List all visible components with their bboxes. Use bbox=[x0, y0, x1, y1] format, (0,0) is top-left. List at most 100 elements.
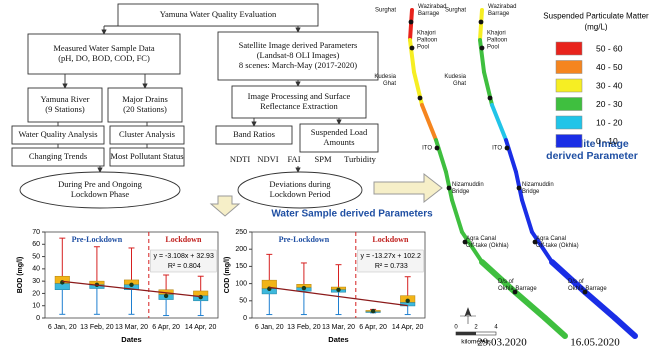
river-segment bbox=[522, 200, 532, 232]
river-segment bbox=[515, 292, 545, 318]
legend-label: 10 - 20 bbox=[596, 117, 623, 127]
station-label: Okhla Barrage bbox=[498, 286, 537, 292]
river-segment bbox=[480, 40, 484, 72]
flow-text: NDVI bbox=[257, 154, 278, 164]
trend-r2: R² = 0.804 bbox=[168, 263, 201, 270]
x-tick-label: 13 Mar, 20 bbox=[115, 324, 148, 331]
x-tick-label: 14 Apr, 20 bbox=[185, 324, 217, 331]
station-label: Kudesia bbox=[374, 74, 396, 80]
x-axis-label: Dates bbox=[121, 335, 141, 344]
legend-swatch bbox=[556, 116, 582, 129]
mean-point bbox=[371, 309, 375, 313]
flowchart: Yamuna Water Quality EvaluationMeasured … bbox=[12, 4, 378, 208]
river-segment bbox=[585, 292, 615, 318]
station-label: Off-take (Okhla) bbox=[536, 243, 579, 249]
station-label: Surghat bbox=[445, 8, 466, 14]
x-tick-label: 13 Mar, 20 bbox=[322, 324, 355, 331]
flow-text: Water Quality Analysis bbox=[18, 129, 97, 139]
phase-label: Pre-Lockdown bbox=[279, 235, 330, 244]
station-label: Okhla Barrage bbox=[568, 286, 607, 292]
station-marker bbox=[418, 96, 423, 101]
flow-text: (pH, DO, BOD, COD, FC) bbox=[58, 53, 150, 63]
river-segment bbox=[545, 318, 565, 336]
station-marker bbox=[410, 46, 415, 51]
x-tick-label: 14 Apr, 20 bbox=[392, 324, 424, 331]
river-segment bbox=[615, 318, 635, 336]
flow-text: FAI bbox=[287, 154, 300, 164]
figure: Yamuna Water Quality EvaluationMeasured … bbox=[0, 0, 654, 350]
trend-equation: y = -13.27x + 102.2 bbox=[361, 253, 421, 260]
station-label: Paltoon bbox=[417, 38, 437, 44]
flow-text: Satellite Image derived Parameters bbox=[239, 40, 358, 50]
y-tick-label: 250 bbox=[235, 229, 247, 236]
legend-swatch bbox=[556, 61, 582, 74]
flow-text: (9 Stations) bbox=[45, 104, 85, 114]
station-label: Paltoon bbox=[487, 38, 507, 44]
flow-text: Reflectance Extraction bbox=[260, 101, 338, 111]
legend-label: 0 - 10 bbox=[596, 136, 618, 146]
north-arrow bbox=[460, 308, 476, 324]
legend-label: 40 - 50 bbox=[596, 62, 623, 72]
mean-point bbox=[336, 288, 340, 292]
y-axis-label: BOD (mg/l) bbox=[17, 257, 24, 294]
station-label: Pool bbox=[417, 45, 429, 51]
y-tick-label: 0 bbox=[36, 315, 40, 322]
station-label: Ghat bbox=[383, 81, 396, 87]
flow-text: Lockdown Period bbox=[270, 189, 331, 199]
legend-title: (mg/L) bbox=[584, 23, 607, 32]
trend-r2: R² = 0.733 bbox=[375, 263, 408, 270]
station-marker bbox=[447, 186, 452, 191]
phase-label: Lockdown bbox=[372, 235, 409, 244]
station-label: Ghat bbox=[453, 81, 466, 87]
station-label: Pool bbox=[487, 45, 499, 51]
legend-label: 20 - 30 bbox=[596, 99, 623, 109]
legend-swatch bbox=[556, 79, 582, 92]
mean-point bbox=[302, 286, 306, 290]
y-tick-label: 20 bbox=[32, 290, 40, 297]
station-label: Barrage bbox=[488, 11, 510, 17]
map-title: derived Parameter bbox=[546, 150, 638, 162]
station-label: Nizamuddin bbox=[522, 182, 554, 188]
y-tick-label: 50 bbox=[239, 298, 247, 305]
station-marker bbox=[488, 96, 493, 101]
y-tick-label: 60 bbox=[32, 241, 40, 248]
mean-point bbox=[129, 283, 133, 287]
map-date: 16.05.2020 bbox=[570, 337, 620, 349]
flow-text: During Pre and Ongoing bbox=[58, 179, 143, 189]
station-label: D/s of bbox=[568, 279, 584, 285]
trend-equation: y = -3.108x + 32.93 bbox=[154, 253, 214, 260]
river-segment bbox=[506, 140, 516, 172]
flow-text: Most Pollutant Status bbox=[110, 151, 183, 161]
station-label: D/s of bbox=[498, 279, 514, 285]
scale-bar-fill bbox=[456, 332, 476, 335]
river-segment bbox=[410, 10, 412, 40]
river-segment bbox=[410, 40, 414, 72]
station-label: Khajori bbox=[487, 31, 506, 37]
station-marker bbox=[517, 186, 522, 191]
flow-text: Image Processing and Surface bbox=[248, 91, 351, 101]
y-tick-label: 100 bbox=[235, 280, 247, 287]
river-segment bbox=[480, 10, 482, 40]
flow-text: (20 Stations) bbox=[123, 104, 167, 114]
flow-text: Yamuna Water Quality Evaluation bbox=[160, 9, 277, 19]
station-marker bbox=[409, 20, 414, 25]
phase-label: Pre-Lockdown bbox=[72, 235, 123, 244]
y-tick-label: 10 bbox=[32, 303, 40, 310]
legend-title: Suspended Particulate Matter bbox=[543, 12, 649, 21]
station-label: Agra Canal bbox=[536, 236, 566, 242]
scale-unit: kilometers bbox=[461, 339, 491, 346]
station-marker bbox=[479, 20, 484, 25]
x-tick-label: 6 Apr, 20 bbox=[359, 324, 387, 331]
y-tick-label: 200 bbox=[235, 246, 247, 253]
station-label: Surghat bbox=[375, 8, 396, 14]
phase-label: Lockdown bbox=[165, 235, 202, 244]
section-label: Water Sample derived Parameters bbox=[271, 209, 433, 220]
legend-label: 50 - 60 bbox=[596, 43, 623, 53]
flow-text: Deviations during bbox=[269, 179, 331, 189]
legend-swatch bbox=[556, 135, 582, 148]
y-tick-label: 70 bbox=[32, 229, 40, 236]
flow-text: Changing Trends bbox=[29, 151, 87, 161]
flow-text: (Landsat-8 OLI Images) bbox=[257, 50, 340, 60]
scale-tick: 4 bbox=[494, 325, 498, 331]
